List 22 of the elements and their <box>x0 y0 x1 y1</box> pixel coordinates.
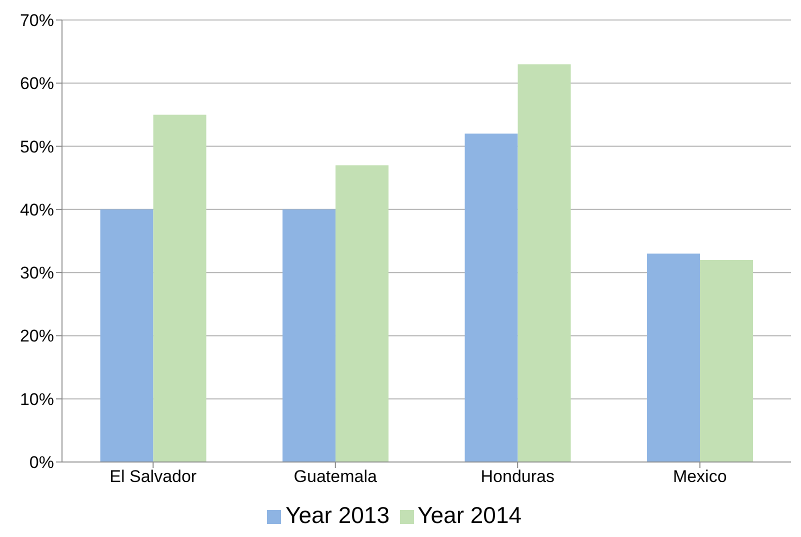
bar <box>100 209 154 462</box>
y-tick-label: 60% <box>20 74 54 94</box>
bar <box>282 209 336 462</box>
y-tick-label: 10% <box>20 390 54 409</box>
x-tick-label: El Salvador <box>110 467 197 486</box>
legend-label: Year 2014 <box>418 502 522 528</box>
bar <box>647 254 700 462</box>
bar <box>153 114 206 462</box>
y-tick-label: 70% <box>20 11 54 30</box>
bar <box>464 134 518 462</box>
bar <box>336 165 389 462</box>
y-tick-label: 50% <box>20 137 54 156</box>
bar <box>700 260 754 462</box>
y-tick-label: 20% <box>20 326 54 346</box>
y-tick-label: 40% <box>20 200 54 220</box>
y-tick-label: 30% <box>20 264 54 283</box>
x-tick-label: Honduras <box>480 467 554 486</box>
legend-label: Year 2013 <box>285 502 390 528</box>
y-tick-label: 0% <box>29 453 54 472</box>
x-tick-label: Guatemala <box>294 467 378 486</box>
bar <box>518 64 571 462</box>
x-tick-label: Mexico <box>672 467 727 486</box>
